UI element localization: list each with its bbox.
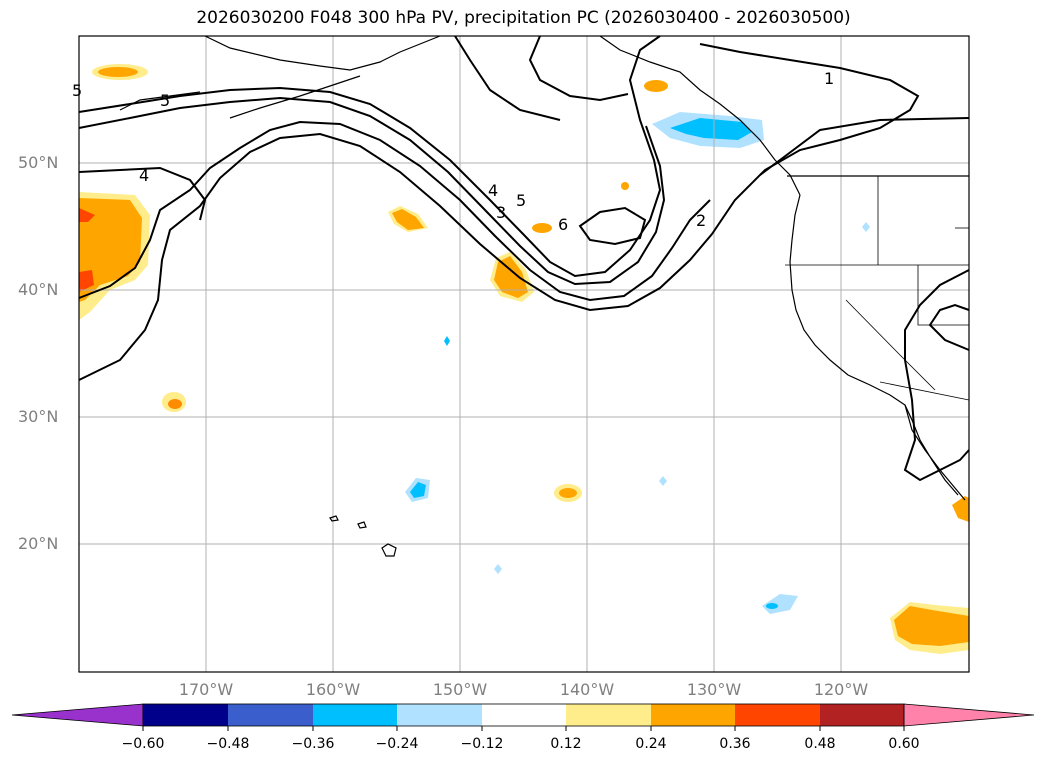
precip-area-orange (644, 80, 668, 92)
colorbar-bin (735, 704, 820, 726)
lat-label: 30°N (18, 407, 59, 426)
colorbar-ticks (142, 726, 905, 731)
colorbar-tick-label: −0.12 (460, 736, 504, 752)
precip-area-orange (98, 67, 138, 77)
colorbar-tick-label: 0.12 (550, 736, 582, 752)
precip-area-red (79, 208, 95, 222)
contour-label: 5 (516, 191, 526, 210)
lat-label: 40°N (18, 280, 59, 299)
lon-label: 140°W (559, 680, 615, 699)
precip-area-lightblue (862, 222, 870, 232)
coastlines (119, 35, 970, 557)
precip-area-lightblue (762, 594, 798, 614)
lon-label: 120°W (813, 680, 869, 699)
colorbar-bin (651, 704, 735, 726)
colorbar-bin (228, 704, 313, 726)
colorbar-bin (482, 704, 566, 726)
precip-area-blue (766, 603, 778, 609)
colorbar-extend-high (903, 703, 1035, 727)
contour-label: 4 (139, 166, 149, 185)
precip-area-orange (559, 488, 577, 498)
precip-area-blue (444, 336, 450, 346)
colorbar-bin (820, 704, 904, 726)
colorbar-tick-label: −0.60 (121, 736, 165, 752)
colorbar-bin (143, 704, 228, 726)
precip-area-orange (168, 399, 182, 409)
contour-label: 6 (558, 215, 568, 234)
precip-area-orange (532, 223, 552, 233)
precip-area-lightblue (659, 476, 667, 486)
precip-area-orange (79, 198, 142, 302)
contour-label: 5 (72, 81, 82, 100)
colorbar-tick-label: −0.48 (206, 736, 250, 752)
precip-area-blue (410, 482, 426, 498)
precip-area-lightblue (494, 564, 502, 574)
contour-label: 4 (488, 181, 498, 200)
graticule (79, 36, 969, 672)
colorbar-border (142, 703, 905, 727)
precip-area-orange (894, 606, 969, 646)
colorbar-bin (566, 704, 651, 726)
precip-area-red (79, 270, 94, 292)
lon-label: 150°W (432, 680, 488, 699)
colorbar-bin (313, 704, 397, 726)
precip-area-blue (670, 118, 752, 140)
lat-label: 50°N (18, 153, 59, 172)
contour-label: 5 (160, 91, 170, 110)
lon-label: 130°W (686, 680, 742, 699)
contour-label: 3 (496, 203, 506, 222)
precip-area-orange (621, 182, 629, 190)
colorbar-bin (397, 704, 482, 726)
colorbar-tick-label: 0.60 (888, 736, 920, 752)
lat-label: 20°N (18, 534, 59, 553)
colorbar-tick-label: 0.24 (635, 736, 667, 752)
lon-label: 160°W (305, 680, 361, 699)
lon-label: 170°W (178, 680, 234, 699)
colorbar (11, 703, 1035, 731)
pv-contours (78, 35, 970, 482)
precip-area-orange (952, 496, 969, 522)
contour-label: 1 (824, 69, 834, 88)
contour-labels: 5 5 4 4 3 5 6 1 2 (72, 69, 834, 234)
colorbar-tick-label: 0.36 (719, 736, 751, 752)
plot-border (78, 35, 970, 673)
precip-area-orange (494, 256, 528, 298)
colorbar-extend-low (11, 703, 144, 727)
map-title: 2026030200 F048 300 hPa PV, precipitatio… (196, 8, 851, 28)
precip-area-orange (392, 209, 424, 230)
colorbar-tick-label: 0.48 (804, 736, 836, 752)
contour-label: 2 (696, 211, 706, 230)
colorbar-tick-label: −0.24 (375, 736, 419, 752)
colorbar-tick-label: −0.36 (291, 736, 335, 752)
plot-area (79, 36, 969, 672)
